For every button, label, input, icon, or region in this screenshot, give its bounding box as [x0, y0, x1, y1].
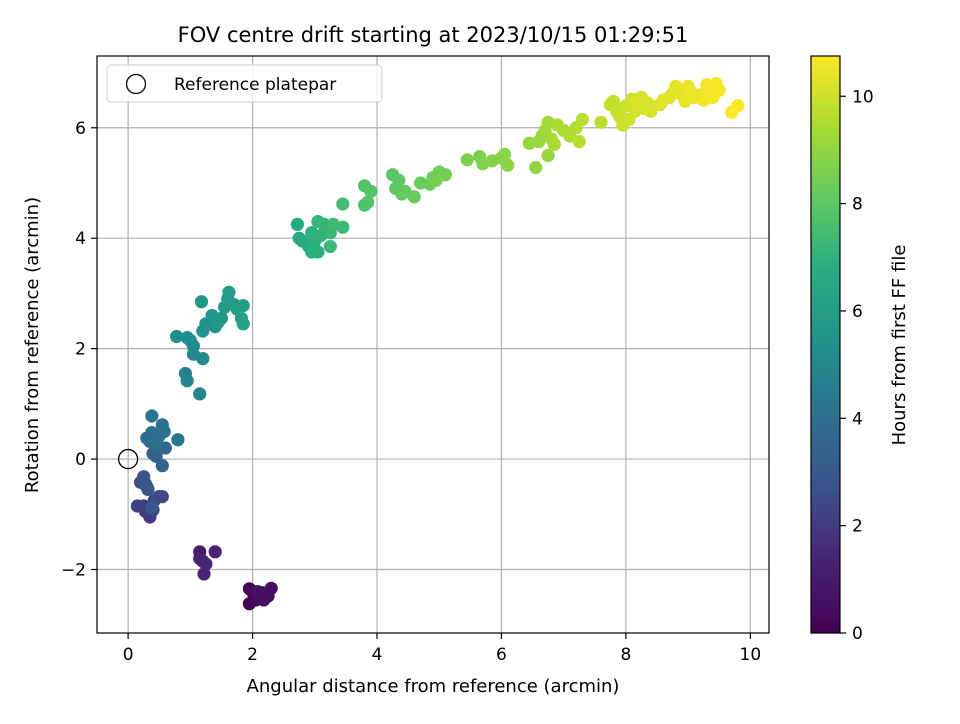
y-tick-label: 4 — [75, 229, 86, 249]
scatter-point — [361, 195, 375, 209]
scatter-point — [547, 137, 561, 151]
scatter-point — [575, 112, 589, 127]
y-tick-label: −2 — [61, 561, 86, 581]
colorbar: 0 2 4 6 8 10 Hours from first FF file — [810, 55, 910, 644]
y-tick-label: 2 — [75, 340, 86, 360]
scatter-point — [193, 387, 207, 401]
scatter-point — [429, 173, 443, 187]
colorbar-tick-label: 10 — [852, 87, 874, 107]
data-points — [130, 77, 745, 611]
legend-box — [106, 64, 383, 103]
y-tick-label: 6 — [75, 119, 86, 139]
scatter-point — [326, 217, 340, 231]
scatter-point — [264, 581, 278, 595]
scatter-point — [222, 285, 236, 299]
y-tick-label: 0 — [75, 450, 86, 470]
scatter-point — [157, 424, 171, 439]
colorbar-label: Hours from first FF file — [889, 245, 910, 446]
scatter-point — [311, 245, 325, 259]
scatter-point — [208, 545, 222, 559]
chart-title: FOV centre drift starting at 2023/10/15 … — [178, 23, 689, 47]
colorbar-gradient — [810, 55, 841, 634]
scatter-point — [199, 557, 213, 571]
scatter-point — [130, 499, 144, 513]
scatter-point — [323, 239, 337, 254]
x-axis-ticks: 0 2 4 6 8 10 — [123, 633, 761, 665]
colorbar-tick-label: 6 — [852, 302, 863, 322]
scatter-point — [572, 135, 586, 149]
legend-open-circle-marker — [125, 73, 147, 95]
colorbar-ticks: 0 2 4 6 8 10 — [840, 87, 874, 644]
scatter-point — [170, 329, 184, 344]
scatter-point — [196, 352, 210, 366]
scatter-point — [498, 147, 512, 161]
plot-frame — [96, 55, 770, 634]
colorbar-tick-label: 2 — [852, 517, 863, 537]
scatter-point — [236, 299, 250, 313]
scatter-point — [171, 433, 185, 447]
scatter-point — [149, 435, 163, 450]
scatter-point — [292, 231, 306, 245]
scatter-point — [529, 160, 543, 175]
y-axis-ticks: −2 0 2 4 6 — [61, 119, 97, 581]
x-axis-label: Angular distance from reference (arcmin) — [247, 676, 620, 697]
x-tick-label: 10 — [740, 645, 762, 665]
scatter-point — [407, 190, 421, 204]
scatter-point — [501, 158, 515, 172]
scatter-point — [180, 374, 194, 388]
scatter-point — [644, 104, 658, 118]
scatter-point — [460, 153, 474, 167]
scatter-point — [541, 148, 555, 162]
legend-entry-label: Reference platepar — [174, 75, 336, 95]
reference-marker-layer — [117, 448, 139, 470]
x-tick-label: 2 — [247, 645, 258, 665]
x-tick-label: 4 — [372, 645, 383, 665]
scatter-point — [236, 317, 250, 331]
scatter-point — [364, 184, 378, 198]
scatter-point — [145, 501, 159, 515]
scatter-point — [336, 197, 350, 211]
scatter-point — [311, 215, 325, 229]
scatter-point — [290, 217, 304, 231]
x-tick-label: 6 — [496, 645, 507, 665]
x-tick-label: 0 — [123, 645, 134, 665]
scatter-point — [141, 482, 155, 496]
scatter-point — [155, 459, 169, 473]
colorbar-tick-label: 8 — [852, 195, 863, 215]
scatter-point — [194, 295, 209, 309]
scatter-point — [606, 94, 621, 108]
scatter-point — [197, 567, 211, 581]
scatter-point — [712, 83, 726, 97]
scatter-point — [145, 409, 159, 423]
colorbar-tick-label: 0 — [852, 624, 863, 644]
scatter-point — [250, 585, 265, 599]
scatter-point — [594, 115, 608, 129]
scatter-point — [731, 99, 745, 113]
scatter-point — [183, 333, 197, 347]
y-axis-label: Rotation from reference (arcmin) — [22, 197, 43, 493]
scatter-point — [211, 315, 225, 329]
colorbar-tick-label: 4 — [852, 409, 863, 429]
x-tick-label: 8 — [620, 645, 631, 665]
reference-platepar-marker — [117, 448, 139, 470]
legend: Reference platepar — [106, 64, 383, 103]
